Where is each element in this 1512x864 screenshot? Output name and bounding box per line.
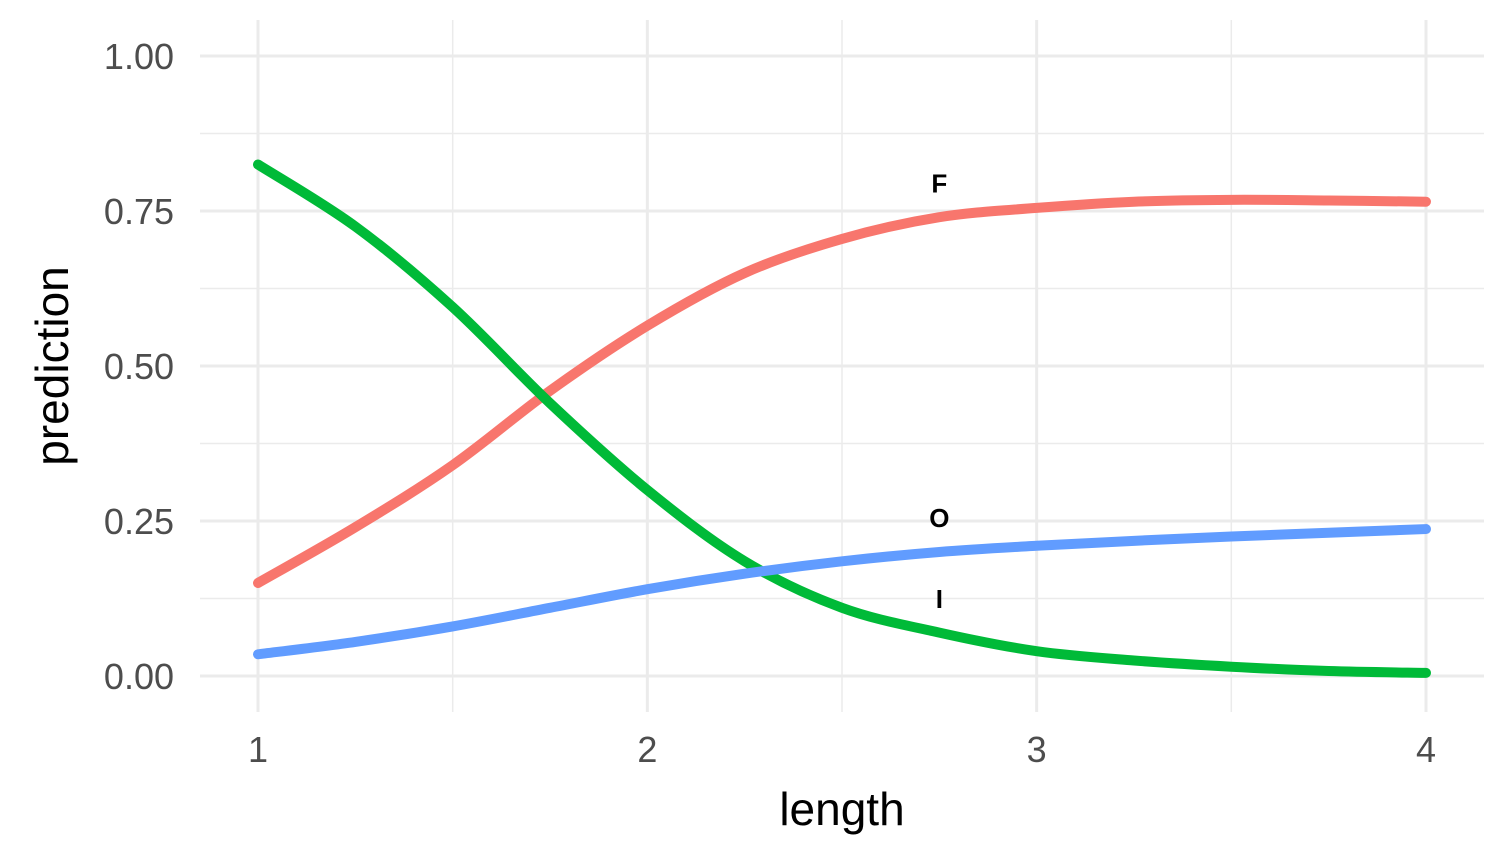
y-tick-label: 0.75 <box>104 191 174 232</box>
series-label-F: F <box>931 168 947 198</box>
series-line-I <box>253 159 1431 678</box>
series-label-I: I <box>936 584 943 614</box>
x-tick-label: 1 <box>248 729 268 770</box>
x-tick-label: 2 <box>637 729 657 770</box>
series-line-O <box>253 524 1431 660</box>
x-tick-label: 4 <box>1416 729 1436 770</box>
series-lines <box>253 159 1431 678</box>
series-label-O: O <box>929 503 949 533</box>
x-axis-title: length <box>779 783 904 835</box>
grid <box>200 20 1484 712</box>
y-tick-label: 0.50 <box>104 346 174 387</box>
y-axis-tick-labels: 0.00 0.25 0.50 0.75 1.00 <box>104 36 174 697</box>
series-labels: F I O <box>929 168 949 613</box>
y-tick-label: 0.00 <box>104 656 174 697</box>
y-axis-title: prediction <box>26 266 78 465</box>
x-axis-tick-labels: 1 2 3 4 <box>248 729 1436 770</box>
x-tick-label: 3 <box>1027 729 1047 770</box>
y-tick-label: 0.25 <box>104 501 174 542</box>
y-tick-label: 1.00 <box>104 36 174 77</box>
series-line-F <box>253 194 1431 588</box>
